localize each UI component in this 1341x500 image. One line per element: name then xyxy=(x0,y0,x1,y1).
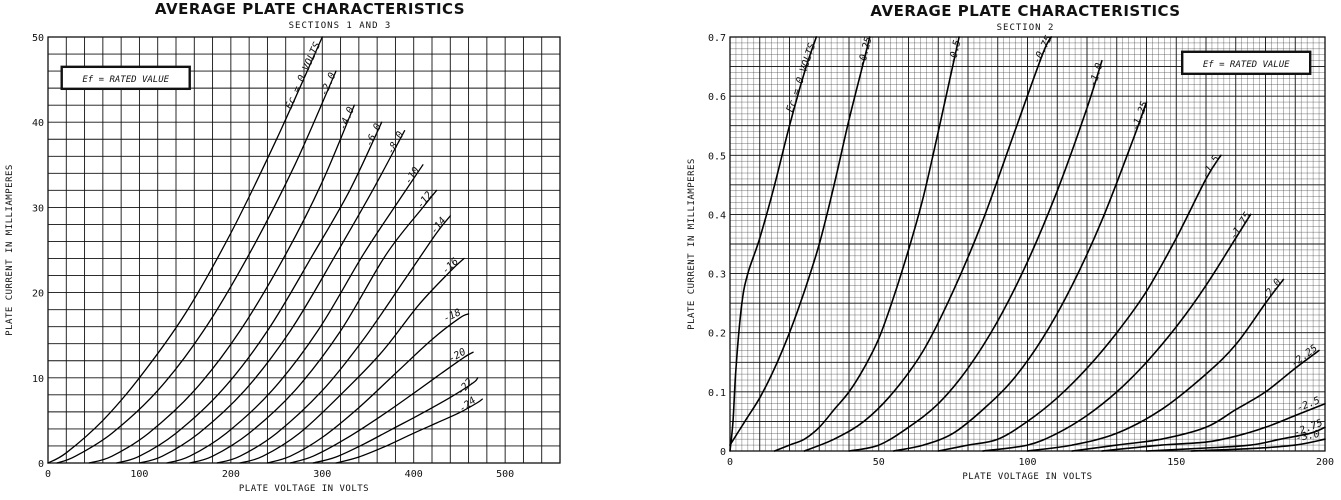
rated-value-annotation: Ef = RATED VALUE xyxy=(60,65,191,91)
series-label: -0.5 xyxy=(947,39,963,65)
tick-labels: 0 100 200 300 400 500 0 10 20 30 40 50 xyxy=(32,33,514,480)
x-tick-label: 200 xyxy=(1316,457,1334,468)
series-label: -22 xyxy=(455,377,475,398)
y-tick-label: 0.2 xyxy=(708,329,726,340)
x-tick-label: 200 xyxy=(222,469,240,480)
x-tick-label: 0 xyxy=(727,457,733,468)
series-label: -6.0 xyxy=(364,122,384,148)
plate-characteristics-chart-right: 0 50 100 150 200 0 0.1 0.2 0.3 0.4 0.5 0.6 0.7 PLATE … xyxy=(687,33,1334,482)
plot-frame xyxy=(47,36,561,464)
series-label: -0.25 xyxy=(856,36,874,68)
x-tick-label: 400 xyxy=(405,469,423,480)
chart-subtitle: SECTIONS 1 AND 3 xyxy=(288,21,392,31)
grid xyxy=(47,36,561,464)
series-label: -10 xyxy=(403,165,422,186)
series-line xyxy=(115,121,383,464)
annotation-text: Ef = RATED VALUE xyxy=(1203,60,1290,70)
y-tick-label: 0.3 xyxy=(708,270,726,281)
series-line xyxy=(216,215,451,464)
annotation-box xyxy=(60,65,191,91)
series-label: -3.0 xyxy=(1295,429,1321,444)
y-tick-label: 0.6 xyxy=(708,92,726,103)
series-line xyxy=(138,130,406,464)
x-tick-label: 500 xyxy=(496,469,514,480)
plate-characteristics-chart-left: 0 100 200 300 400 500 0 10 20 30 40 50 PLATE VOLTAGE… xyxy=(5,33,561,494)
x-axis-label: PLATE VOLTAGE IN VOLTS xyxy=(239,484,369,494)
series-lines: Ec = 0 VOLTS-2.0-4.0-6.0 -8.0-10-12-14-16… xyxy=(47,36,483,464)
chart-title: AVERAGE PLATE CHARACTERISTICS xyxy=(154,0,466,18)
series-line xyxy=(729,36,871,446)
series-label: -2.5 xyxy=(1295,395,1321,414)
x-tick-label: 150 xyxy=(1167,457,1185,468)
series-line xyxy=(982,213,1252,452)
x-tick-label: 100 xyxy=(1018,457,1036,468)
series-line xyxy=(312,377,479,464)
chart-panel-sections-1-and-3: AVERAGE PLATE CHARACTERISTICS SECTIONS 1… xyxy=(0,0,620,500)
chart-panel-section-2: AVERAGE PLATE CHARACTERISTICS SECTION 2 … xyxy=(680,0,1341,500)
series-line xyxy=(289,351,474,464)
series-label: -2.0 xyxy=(319,71,339,97)
series-line xyxy=(189,189,438,464)
series-line xyxy=(1101,402,1326,452)
y-tick-label: 0 xyxy=(38,459,44,470)
y-tick-label: 0.4 xyxy=(708,210,726,221)
series-label: -2.0 xyxy=(1261,277,1284,303)
y-tick-label: 50 xyxy=(32,33,44,44)
series-line xyxy=(848,59,1103,452)
series-line xyxy=(56,70,337,464)
x-tick-label: 50 xyxy=(873,457,885,468)
y-tick-label: 0.5 xyxy=(708,151,726,162)
y-tick-label: 20 xyxy=(32,289,44,300)
series-line xyxy=(266,313,470,464)
series-line xyxy=(1145,426,1326,452)
y-tick-label: 40 xyxy=(32,118,44,129)
y-tick-label: 30 xyxy=(32,203,44,214)
series-line xyxy=(88,104,355,464)
series-line xyxy=(773,36,960,452)
series-line xyxy=(335,398,483,464)
series-label: -1.25 xyxy=(1130,100,1151,132)
series-label: -1.5 xyxy=(1200,154,1222,180)
series-line xyxy=(239,257,465,464)
series-line xyxy=(47,36,323,464)
x-axis-label: PLATE VOLTAGE IN VOLTS xyxy=(962,472,1092,482)
series-line xyxy=(1026,278,1285,452)
series-line xyxy=(166,164,424,464)
tick-labels: 0 50 100 150 200 0 0.1 0.2 0.3 0.4 0.5 0.6 0.7 xyxy=(708,33,1334,468)
chart-title: AVERAGE PLATE CHARACTERISTICS xyxy=(870,2,1181,20)
series-line xyxy=(892,101,1148,452)
rated-value-annotation: Ef = RATED VALUE xyxy=(1181,50,1312,75)
x-tick-label: 0 xyxy=(45,469,51,480)
y-tick-label: 0 xyxy=(720,447,726,458)
annotation-text: Ef = RATED VALUE xyxy=(82,75,169,85)
annotation-box xyxy=(1181,50,1312,75)
series-line xyxy=(729,36,818,452)
series-label: -16 xyxy=(440,256,461,276)
y-tick-label: 10 xyxy=(32,374,44,385)
y-axis-label: PLATE CURRENT IN MILLIAMPERES xyxy=(5,164,15,336)
x-tick-label: 100 xyxy=(130,469,148,480)
x-tick-label: 300 xyxy=(313,469,331,480)
y-axis-label: PLATE CURRENT IN MILLIAMPERES xyxy=(687,158,697,330)
series-line xyxy=(1190,438,1326,452)
y-tick-label: 0.1 xyxy=(708,388,726,399)
chart-subtitle: SECTION 2 xyxy=(996,23,1055,33)
series-label: -8.0 xyxy=(385,130,406,156)
series-line xyxy=(1071,349,1320,452)
series-line xyxy=(937,154,1222,452)
series-label: Ec = 0 VOLTS xyxy=(284,41,324,111)
series-line xyxy=(803,36,1053,452)
y-tick-label: 0.7 xyxy=(708,33,726,44)
